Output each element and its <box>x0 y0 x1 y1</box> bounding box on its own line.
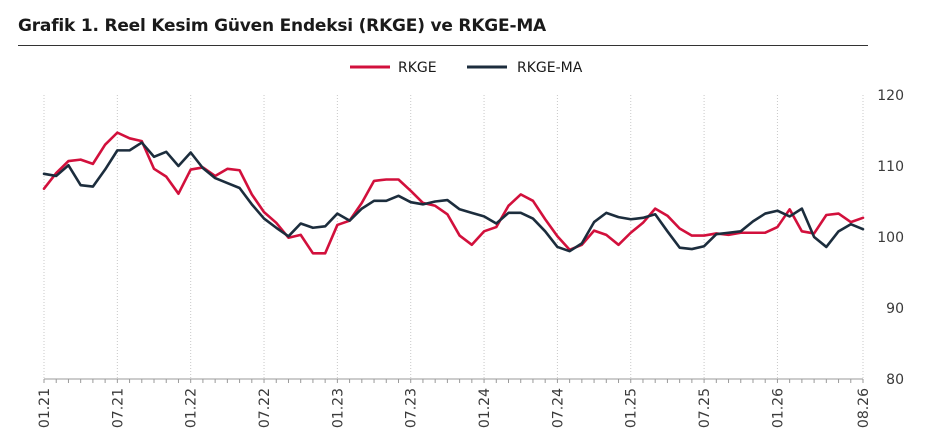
x-tick-label: 07.22 <box>257 388 273 428</box>
series-line-rkge-ma <box>42 141 865 253</box>
series-line-rkge <box>42 131 865 255</box>
series-lines <box>42 131 865 255</box>
x-tick-label: 07.23 <box>404 388 420 428</box>
y-tick-label: 120 <box>877 88 904 104</box>
legend-label: RKGE <box>398 60 437 76</box>
axes <box>43 378 864 383</box>
x-tick-label: 07.25 <box>697 388 713 428</box>
x-tick-label: 01.26 <box>770 388 786 428</box>
legend: RKGE RKGE-MA <box>350 60 583 76</box>
x-tick-label: 01.21 <box>37 388 53 428</box>
y-axis-ticks: 80 90 100 110 120 <box>877 88 904 388</box>
x-tick-label: 08.26 <box>856 388 872 428</box>
x-axis-ticks: 01.21 07.21 01.22 07.22 01.23 07.23 01.24 07.24… <box>37 388 872 428</box>
y-tick-label: 110 <box>877 159 904 175</box>
x-tick-label: 01.22 <box>184 388 200 428</box>
x-tick-label: 01.25 <box>624 388 640 428</box>
grid-lines <box>43 95 864 379</box>
x-tick-label: 07.21 <box>110 388 126 428</box>
title-divider <box>18 45 868 46</box>
x-tick-label: 01.23 <box>330 388 346 428</box>
x-tick-label: 01.24 <box>477 388 493 428</box>
legend-label: RKGE-MA <box>517 60 583 76</box>
chart-title: Grafik 1. Reel Kesim Güven Endeksi (RKGE… <box>18 16 546 36</box>
y-tick-label: 90 <box>886 301 904 317</box>
x-tick-label: 07.24 <box>550 388 566 428</box>
y-tick-label: 80 <box>886 372 904 388</box>
y-tick-label: 100 <box>877 230 904 246</box>
